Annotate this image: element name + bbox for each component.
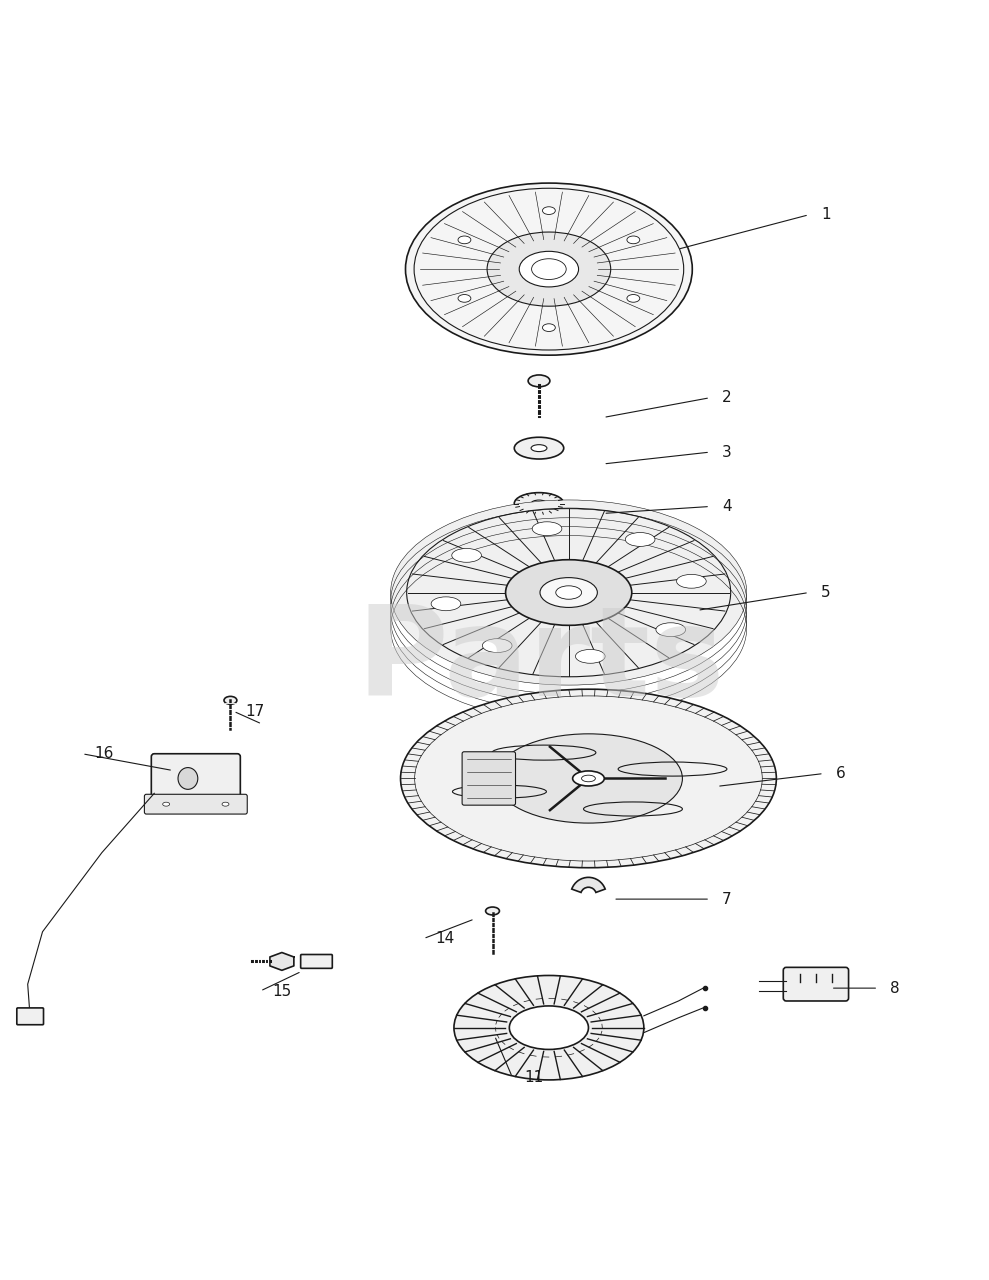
Ellipse shape <box>573 771 604 786</box>
FancyBboxPatch shape <box>462 751 515 805</box>
Ellipse shape <box>514 438 564 460</box>
Ellipse shape <box>540 577 597 608</box>
Ellipse shape <box>494 733 682 823</box>
Ellipse shape <box>531 500 547 507</box>
Text: Parts: Parts <box>356 602 724 722</box>
Text: 7: 7 <box>722 892 732 906</box>
Text: 8: 8 <box>890 980 900 996</box>
Text: 15: 15 <box>272 983 291 998</box>
Text: 17: 17 <box>245 704 264 718</box>
Ellipse shape <box>178 768 198 790</box>
Ellipse shape <box>656 623 685 636</box>
Ellipse shape <box>458 236 471 243</box>
Text: 16: 16 <box>94 746 114 762</box>
Ellipse shape <box>676 575 706 589</box>
Ellipse shape <box>488 232 611 306</box>
FancyBboxPatch shape <box>783 968 849 1001</box>
FancyBboxPatch shape <box>144 795 247 814</box>
Ellipse shape <box>627 294 640 302</box>
Text: 11: 11 <box>524 1070 543 1084</box>
Text: 3: 3 <box>722 444 732 460</box>
Ellipse shape <box>627 236 640 243</box>
Ellipse shape <box>576 649 605 663</box>
Ellipse shape <box>452 548 482 562</box>
Ellipse shape <box>556 586 582 599</box>
FancyBboxPatch shape <box>301 955 332 969</box>
FancyBboxPatch shape <box>151 754 240 801</box>
Ellipse shape <box>514 493 564 515</box>
Ellipse shape <box>405 183 692 355</box>
Ellipse shape <box>225 696 237 704</box>
Ellipse shape <box>401 689 776 868</box>
Ellipse shape <box>528 375 550 387</box>
Ellipse shape <box>625 532 655 547</box>
Ellipse shape <box>582 776 595 782</box>
Ellipse shape <box>431 596 461 611</box>
Ellipse shape <box>505 559 632 626</box>
Ellipse shape <box>531 444 547 452</box>
Ellipse shape <box>391 500 747 685</box>
Ellipse shape <box>486 908 499 915</box>
Ellipse shape <box>543 207 556 215</box>
Text: 2: 2 <box>722 390 732 406</box>
Ellipse shape <box>519 251 579 287</box>
Text: 1: 1 <box>821 207 831 223</box>
Ellipse shape <box>532 522 562 535</box>
FancyBboxPatch shape <box>17 1007 44 1025</box>
Ellipse shape <box>543 324 556 332</box>
Ellipse shape <box>509 1006 588 1050</box>
Ellipse shape <box>458 294 471 302</box>
Text: 5: 5 <box>821 585 831 600</box>
Text: 14: 14 <box>435 931 454 946</box>
Ellipse shape <box>163 803 170 806</box>
Wedge shape <box>572 877 605 892</box>
Polygon shape <box>270 952 294 970</box>
Ellipse shape <box>454 975 644 1080</box>
Ellipse shape <box>532 259 567 279</box>
Text: 6: 6 <box>836 765 846 781</box>
Ellipse shape <box>483 639 512 653</box>
Text: 4: 4 <box>722 499 732 515</box>
Ellipse shape <box>223 803 229 806</box>
